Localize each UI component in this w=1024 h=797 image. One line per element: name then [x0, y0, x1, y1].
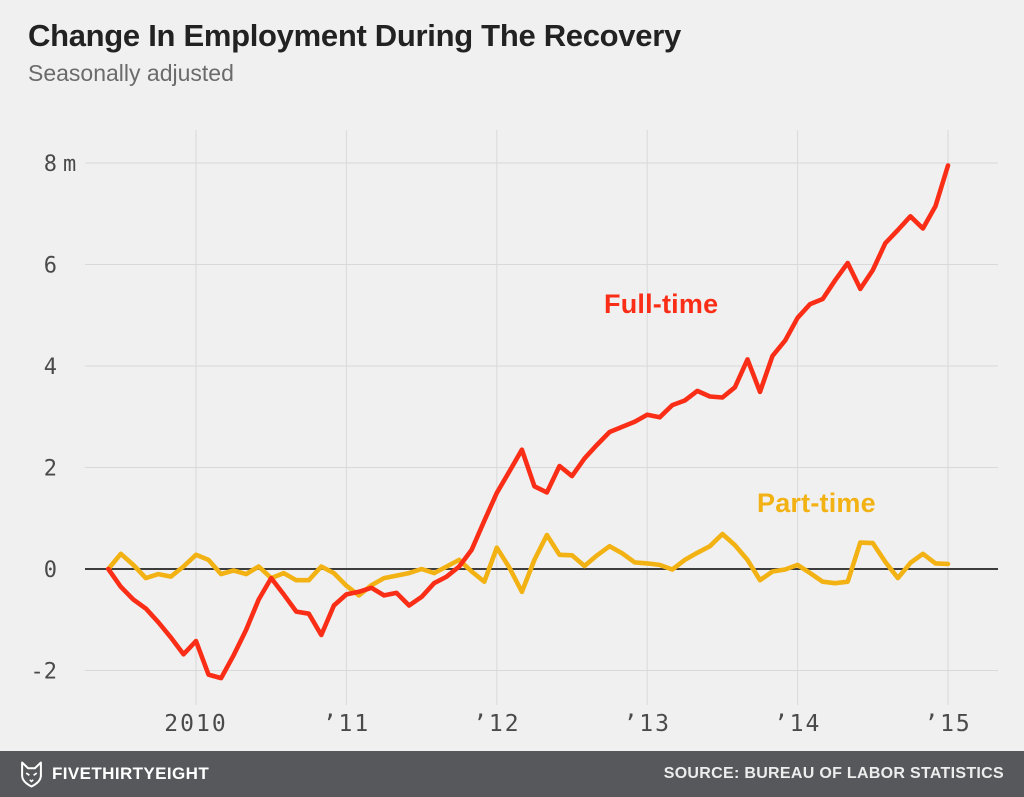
y-axis-tick-label: 0: [44, 558, 57, 583]
y-axis-tick-label: 2: [44, 457, 57, 482]
y-axis-tick-label: 6: [44, 254, 57, 279]
x-axis-tick-label: ’14: [774, 711, 822, 737]
x-axis-tick-label: ’12: [473, 711, 521, 737]
x-axis-tick-label: ’13: [623, 711, 671, 737]
series-line-part-time: [106, 531, 951, 598]
y-axis-tick-label: 4: [44, 355, 57, 380]
page-subtitle: Seasonally adjusted: [28, 60, 234, 86]
y-axis-tick-label: -2: [31, 660, 58, 685]
series-line-full-time: [106, 163, 951, 681]
full-time-series-label: Full-time: [604, 289, 719, 319]
page-title: Change In Employment During The Recovery: [28, 18, 681, 53]
footer-brand: FIVETHIRTYEIGHT: [20, 761, 209, 788]
y-axis-unit-label: m: [63, 152, 76, 177]
footer-bar: FIVETHIRTYEIGHT SOURCE: BUREAU OF LABOR …: [0, 751, 1024, 797]
y-axis-tick-label: 8: [44, 152, 57, 177]
x-axis-tick-label: 2010: [164, 711, 227, 737]
fivethirtyeight-fox-logo-icon: [21, 761, 42, 787]
x-axis-tick-label: ’11: [323, 711, 371, 737]
source-credit: SOURCE: BUREAU OF LABOR STATISTICS: [663, 765, 1004, 782]
x-axis-tick-label: ’15: [924, 711, 972, 737]
brand-wordmark: FIVETHIRTYEIGHT: [52, 764, 210, 783]
line-chart-canvas: 8 m 6 4 2 0 -2 2010 ’11 ’12 ’13 ’14 ’15: [31, 130, 998, 737]
part-time-series-label: Part-time: [757, 488, 876, 518]
chart-header: Change In Employment During The Recovery…: [28, 18, 681, 87]
